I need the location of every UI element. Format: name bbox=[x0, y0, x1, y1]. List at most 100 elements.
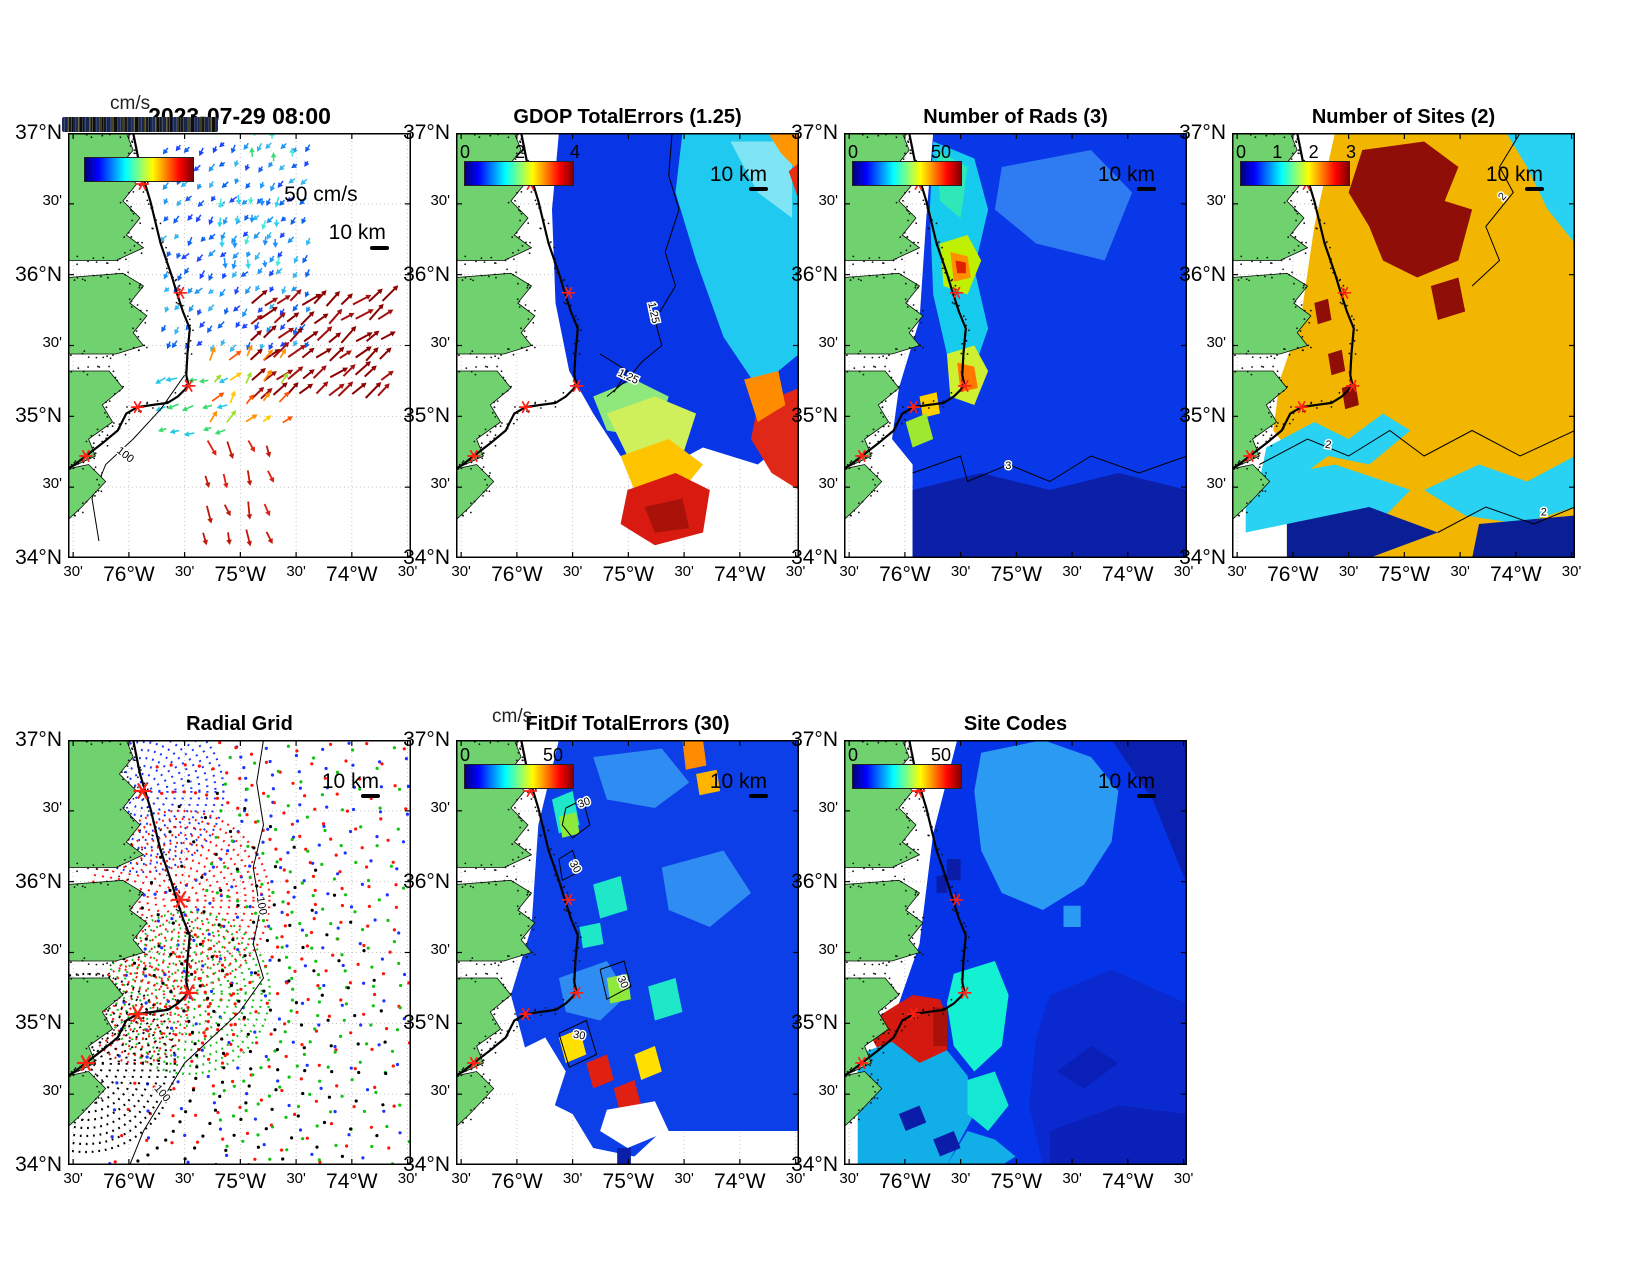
x-tick-label: 30' bbox=[839, 563, 859, 580]
x-tick-label: 75°W bbox=[214, 1170, 267, 1193]
x-tick-label: 30' bbox=[174, 563, 195, 580]
y-tick-label: 30' bbox=[430, 475, 450, 493]
km-scale-bar bbox=[1137, 794, 1157, 798]
km-scale-bar bbox=[361, 794, 381, 798]
colorbar-tick: 0 bbox=[459, 142, 471, 162]
km-scale-label: 10 km bbox=[1097, 163, 1155, 186]
x-tick-label: 30' bbox=[950, 563, 971, 580]
y-tick-label: 35°N bbox=[791, 1011, 838, 1035]
colorbar-tick: 50 bbox=[930, 745, 952, 765]
x-tick-label: 75°W bbox=[990, 563, 1043, 586]
colorbar-tick: 50 bbox=[930, 142, 952, 162]
y-tick-label: 30' bbox=[42, 475, 62, 493]
colorbar-tick: 4 bbox=[569, 142, 581, 162]
x-tick-label: 30' bbox=[1173, 563, 1194, 580]
x-tick-label: 74°W bbox=[714, 1170, 766, 1193]
x-tick-label: 75°W bbox=[214, 563, 267, 586]
km-scale-bar bbox=[1137, 187, 1157, 191]
x-tick-label: 30' bbox=[1062, 563, 1082, 580]
y-tick-label: 30' bbox=[1206, 191, 1226, 209]
y-tick-label: 34°N bbox=[791, 1153, 838, 1176]
x-tick-label: 74°W bbox=[326, 563, 378, 586]
panel-gdop-total-errors: 1.25 1.25 GDOP TotalErrors (1.25) 37°N 30' 36… bbox=[403, 106, 805, 586]
x-tick-label: 30' bbox=[174, 1170, 195, 1187]
y-tick-label: 35°N bbox=[403, 404, 450, 428]
x-tick-label: 30' bbox=[785, 563, 806, 580]
km-scale-label: 10 km bbox=[1097, 770, 1155, 793]
colorbar: 0 1 2 3 bbox=[1236, 142, 1356, 186]
x-tick-label: 74°W bbox=[1490, 563, 1542, 586]
x-tick-label: 30' bbox=[63, 563, 83, 580]
y-tick-label: 36°N bbox=[791, 262, 838, 286]
x-tick-label: 30' bbox=[1062, 1170, 1082, 1187]
x-tick-label: 76°W bbox=[491, 563, 543, 586]
y-tick-label: 30' bbox=[42, 191, 62, 209]
map-plot-surface-currents: 100 bbox=[68, 133, 411, 558]
map-plot-number-of-sites: 2 2 2 bbox=[1232, 133, 1575, 558]
x-tick-label: 74°W bbox=[1102, 563, 1154, 586]
colorbar-tick: 0 bbox=[847, 142, 859, 162]
y-tick-label: 36°N bbox=[15, 262, 62, 286]
km-scale-bar bbox=[749, 794, 769, 798]
x-tick-label: 30' bbox=[839, 1170, 859, 1187]
x-tick-label: 30' bbox=[1227, 563, 1247, 580]
panel-title: GDOP TotalErrors (1.25) bbox=[513, 106, 742, 128]
colorbar: 0 50 bbox=[848, 745, 962, 789]
x-tick-label: 74°W bbox=[326, 1170, 378, 1193]
y-tick-label: 30' bbox=[430, 1082, 450, 1100]
x-tick-label: 75°W bbox=[1378, 563, 1431, 586]
map-plot-site-codes bbox=[844, 740, 1187, 1165]
contour-label: 3 bbox=[1005, 460, 1011, 472]
y-tick-label: 35°N bbox=[1179, 404, 1226, 428]
panel-surface-currents: 100 2023-07-29 08:00 37°N 30' 36°N 30' 35°N 30'… bbox=[15, 93, 417, 586]
x-tick-label: 30' bbox=[674, 563, 694, 580]
panel-title: Site Codes bbox=[963, 713, 1068, 735]
x-tick-label: 30' bbox=[63, 1170, 83, 1187]
km-scale-label: 10 km bbox=[709, 163, 767, 186]
colorbar: 0 50 bbox=[848, 142, 962, 186]
y-tick-label: 36°N bbox=[791, 869, 838, 893]
y-tick-label: 37°N bbox=[403, 728, 450, 751]
panel-fitdif-total-errors: 30 30 30 30 FitDif TotalErrors (30) 37°N 30' 36… bbox=[403, 706, 805, 1193]
y-tick-label: 36°N bbox=[403, 869, 450, 893]
y-tick-label: 30' bbox=[42, 333, 62, 351]
x-tick-label: 76°W bbox=[103, 563, 155, 586]
km-scale-label: 10 km bbox=[1485, 163, 1543, 186]
y-tick-label: 30' bbox=[42, 940, 62, 958]
x-tick-label: 30' bbox=[286, 563, 306, 580]
panel-title: Number of Sites (2) bbox=[1311, 106, 1496, 128]
contour-label: 30 bbox=[572, 1029, 586, 1043]
y-tick-label: 30' bbox=[430, 333, 450, 351]
colorbar-tick: 50 bbox=[542, 745, 564, 765]
y-tick-label: 30' bbox=[42, 1082, 62, 1100]
y-tick-label: 30' bbox=[430, 191, 450, 209]
map-plot-gdop-total-errors: 1.251.25 bbox=[456, 133, 799, 558]
colorbar-units-label: cm/s bbox=[492, 706, 533, 727]
y-tick-label: 34°N bbox=[791, 546, 838, 569]
radar-site-markers bbox=[466, 784, 584, 1070]
coast-speckles bbox=[844, 740, 970, 1124]
colorbar-tick: 1 bbox=[1272, 142, 1283, 162]
y-tick-label: 35°N bbox=[403, 1011, 450, 1035]
radar-site-markers bbox=[76, 782, 198, 1071]
panel-number-of-rads: 3 Number of Rads (3) 37°N 30' 36°N 30' 35°N 30'… bbox=[791, 106, 1193, 586]
x-tick-label: 30' bbox=[1173, 1170, 1194, 1187]
y-tick-label: 36°N bbox=[403, 262, 450, 286]
y-tick-label: 30' bbox=[430, 798, 450, 816]
y-tick-label: 35°N bbox=[15, 404, 62, 428]
colorbar bbox=[84, 157, 194, 182]
x-tick-label: 30' bbox=[1338, 563, 1359, 580]
panel-number-of-sites: 2 2 2 Number of Sites (2) 37°N 30' 36°N 30' 35°N… bbox=[1179, 106, 1581, 586]
colorbar-tick: 0 bbox=[459, 745, 471, 765]
x-tick-label: 76°W bbox=[1267, 563, 1319, 586]
overlapped-colorbar-text-artifact bbox=[62, 117, 218, 132]
map-plot-number-of-rads: 3 bbox=[844, 133, 1187, 558]
x-tick-label: 75°W bbox=[602, 1170, 655, 1193]
y-tick-label: 37°N bbox=[791, 121, 838, 144]
colorbar-units-label: cm/s bbox=[110, 93, 151, 114]
x-tick-label: 30' bbox=[286, 1170, 306, 1187]
y-tick-label: 37°N bbox=[1179, 121, 1226, 144]
colorbar-tick: 0 bbox=[847, 745, 859, 765]
radar-site-markers bbox=[854, 784, 972, 1070]
